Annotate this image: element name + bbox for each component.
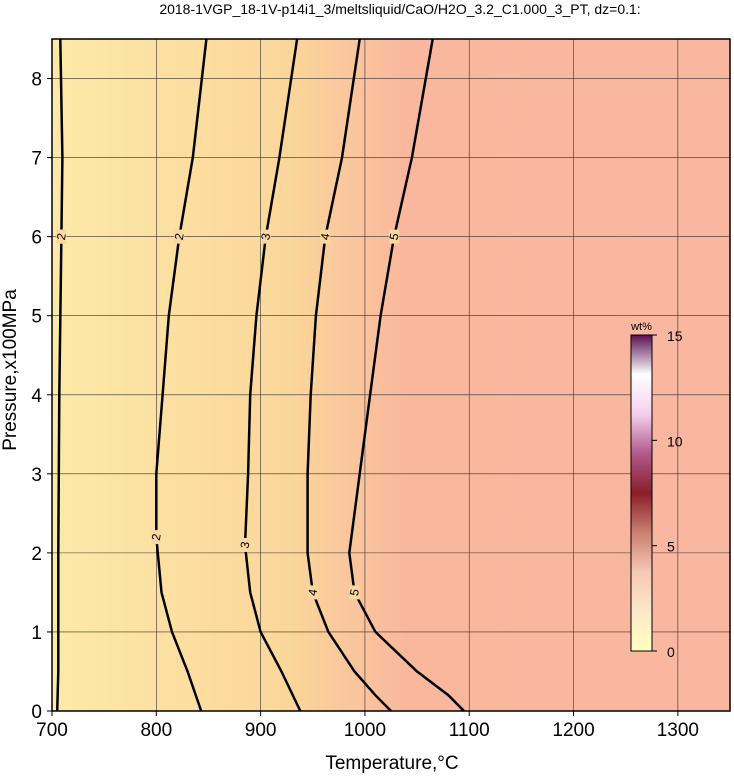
y-tick-label: 1 <box>31 623 42 644</box>
contour-label: 5 <box>347 588 362 597</box>
x-tick-label: 1100 <box>449 720 490 741</box>
y-tick-label: 6 <box>31 228 42 249</box>
contour-label-bg <box>389 229 400 244</box>
x-tick-label: 900 <box>245 720 277 741</box>
contour-label-bg <box>307 585 318 600</box>
y-tick-label: 2 <box>31 544 42 565</box>
x-tick-label: 1000 <box>344 720 386 741</box>
contour-label-bg <box>349 585 360 600</box>
y-tick-label: 8 <box>31 70 42 91</box>
contour-label: 5 <box>387 232 402 241</box>
contour-label: 3 <box>237 540 252 549</box>
plot-frame <box>51 38 731 712</box>
contour-label-bg <box>56 229 67 244</box>
contour-line <box>155 38 208 712</box>
x-axis-label: Temperature,°C <box>325 753 458 774</box>
contour-line <box>55 38 64 712</box>
y-axis-label: Pressure,x100MPa <box>0 289 21 451</box>
colorbar-tick-label: 10 <box>667 433 683 449</box>
contour-label: 3 <box>258 232 273 241</box>
contour-label-bg <box>239 537 250 552</box>
y-tick-label: 0 <box>31 702 42 723</box>
x-tick-label: 1300 <box>657 720 699 741</box>
contour-label: 2 <box>172 232 187 241</box>
plot-background <box>52 39 730 711</box>
contour-label-bg <box>320 229 331 244</box>
y-tick-label: 7 <box>31 149 42 170</box>
y-tick-label: 5 <box>31 307 42 328</box>
contour-label: 4 <box>318 232 333 241</box>
contour-line <box>306 38 392 712</box>
contour-label: 2 <box>149 532 164 541</box>
colorbar-label: wt% <box>630 321 652 333</box>
x-tick-label: 700 <box>36 720 68 741</box>
colorbar-tick-label: 0 <box>667 644 675 660</box>
y-tick-label: 4 <box>31 386 42 407</box>
chart-title: 2018-1VGP_18-1V-p14i1_3/meltsliquid/CaO/… <box>159 1 640 17</box>
x-tick-label: 800 <box>140 720 172 741</box>
contour-label-bg <box>260 229 271 244</box>
contour-label-bg <box>151 530 162 545</box>
y-tick-label: 3 <box>31 465 42 486</box>
x-tick-label: 1200 <box>552 720 594 741</box>
contour-label: 4 <box>305 588 320 597</box>
contour-line <box>348 38 465 712</box>
colorbar-tick-label: 15 <box>667 328 683 344</box>
contour-label-bg <box>174 229 185 244</box>
contour-label: 2 <box>54 232 69 241</box>
contour-line <box>243 38 302 712</box>
colorbar <box>630 334 653 652</box>
colorbar-tick-label: 5 <box>667 539 675 555</box>
